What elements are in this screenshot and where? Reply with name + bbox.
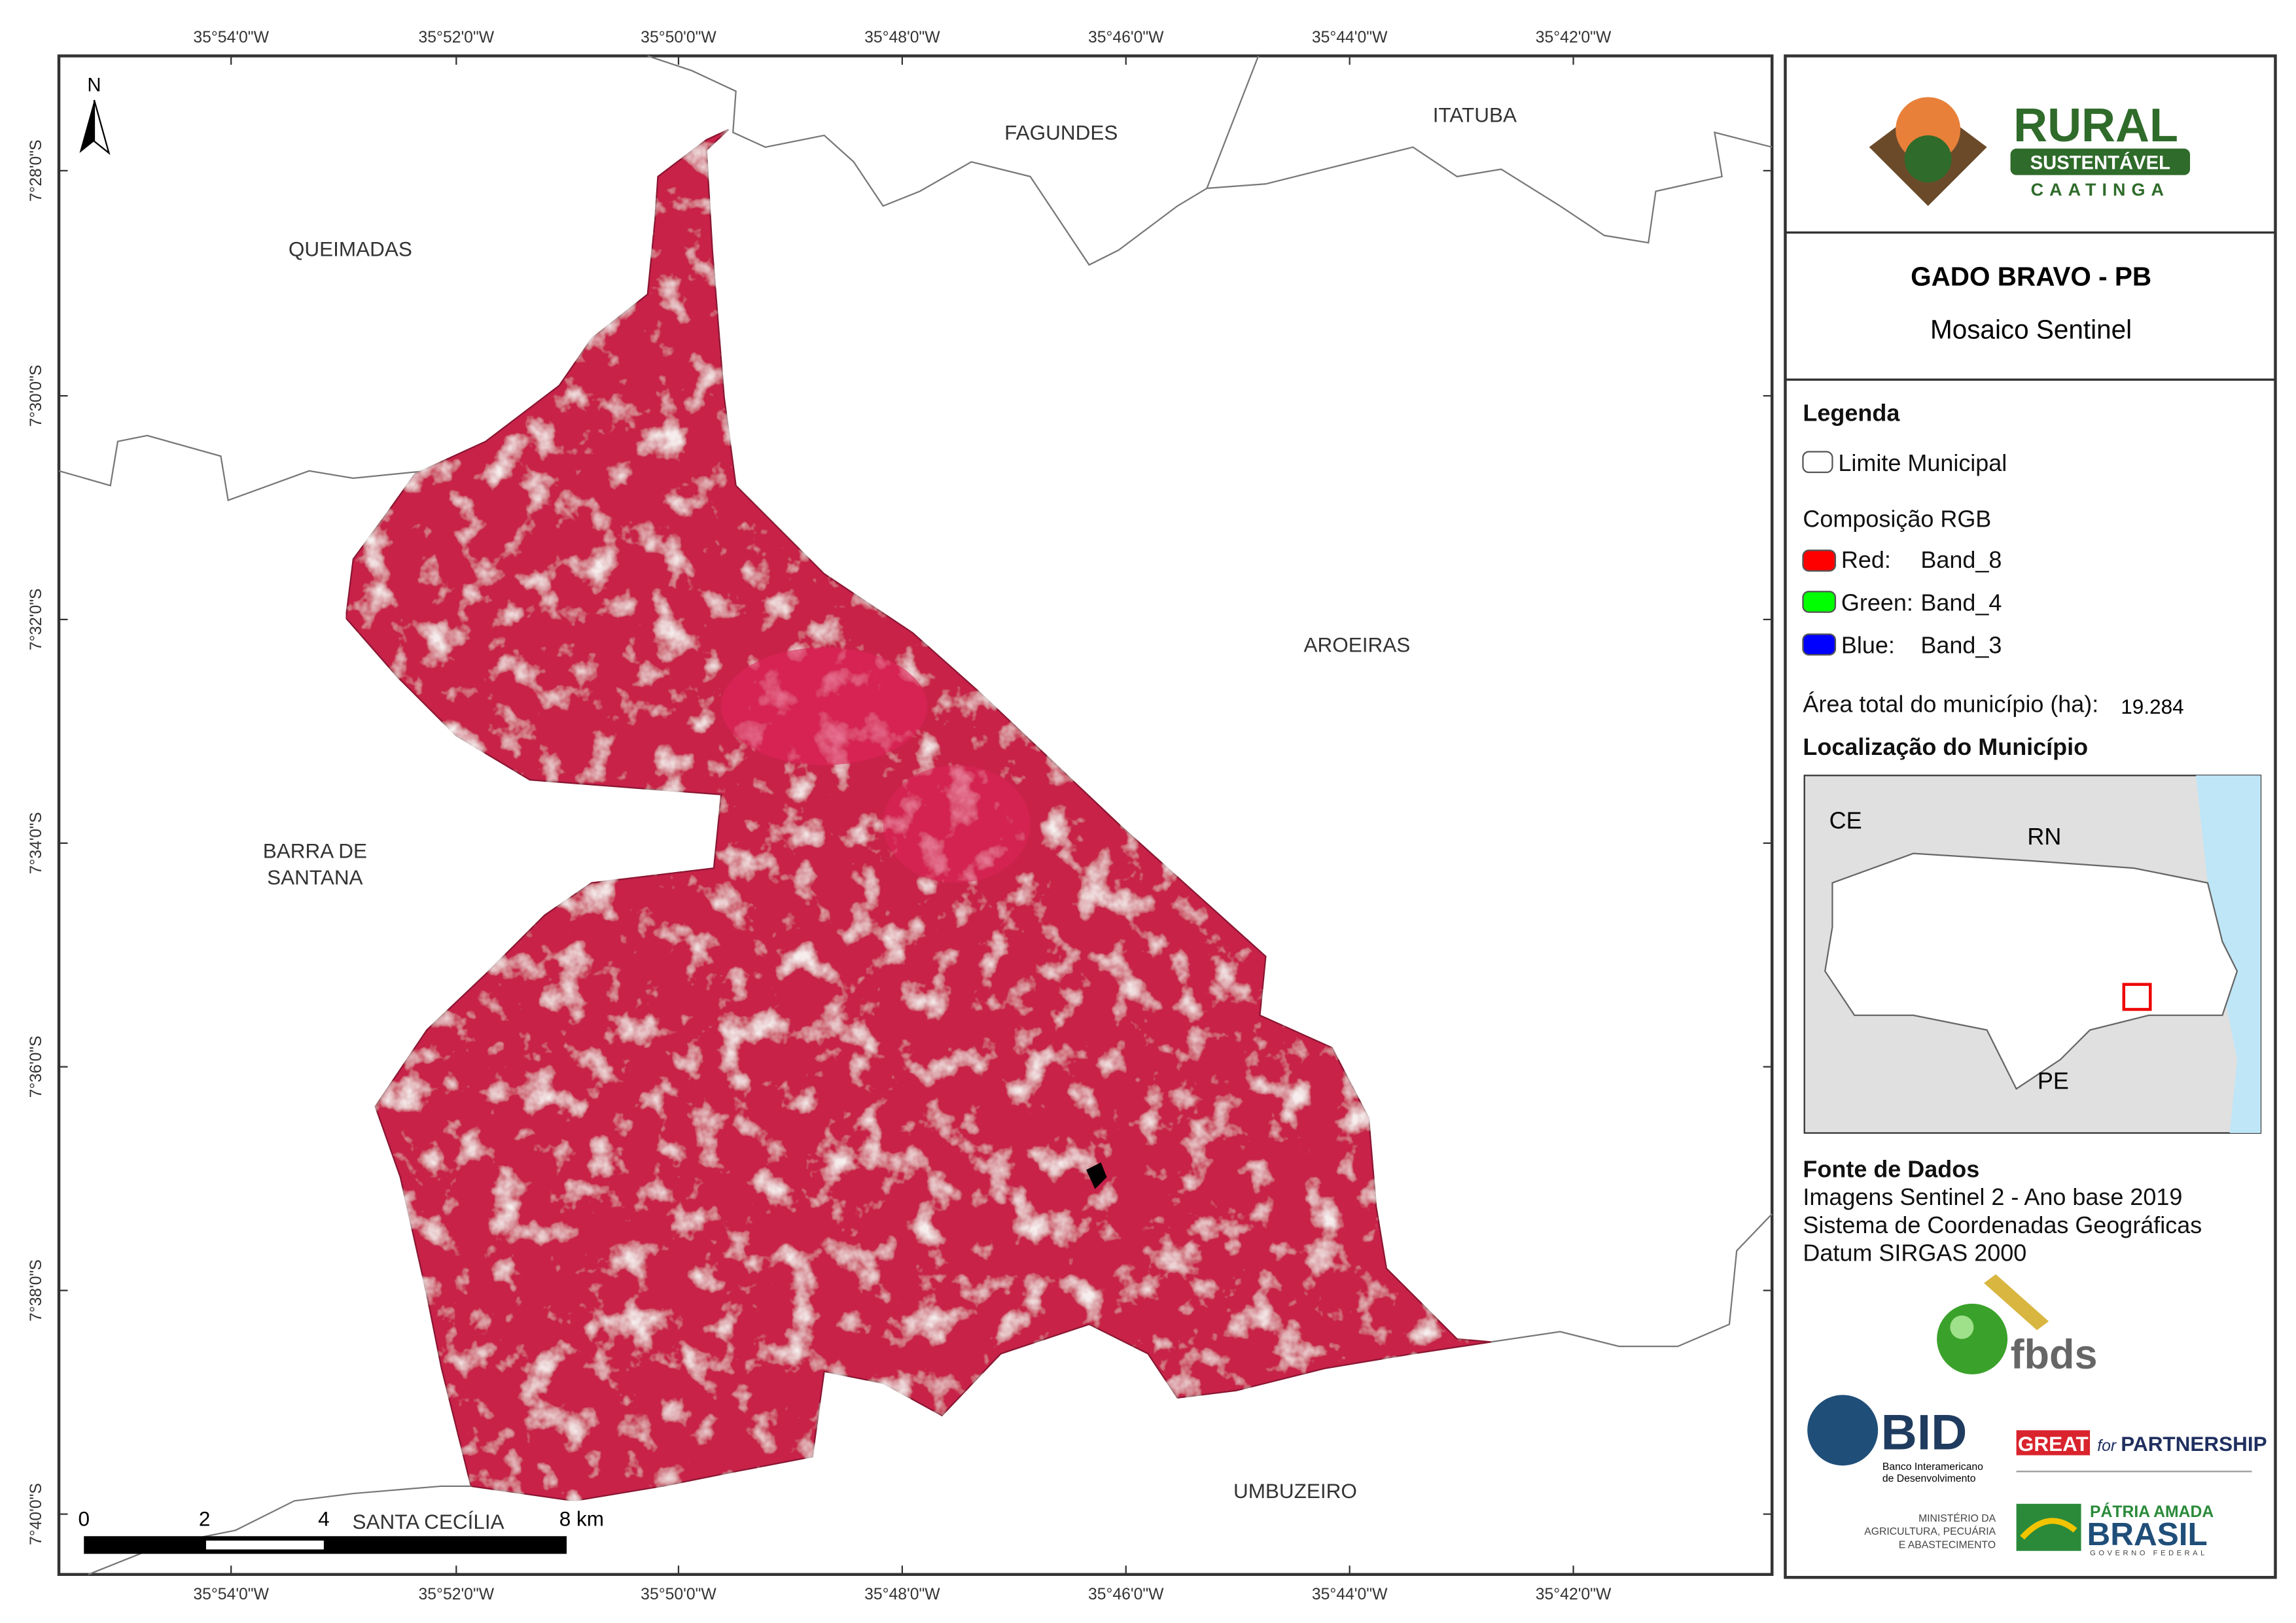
place-label: UMBUZEIRO <box>1233 1479 1357 1503</box>
source-line: Imagens Sentinel 2 - Ano base 2019 <box>1803 1183 2182 1210</box>
longitude-label: 35°52'0"W <box>419 29 495 46</box>
logo-text: fbds <box>2011 1332 2098 1378</box>
longitude-label: 35°46'0"W <box>1088 1586 1164 1603</box>
location-inset: CE RN PE <box>1803 775 2262 1134</box>
band-channel: Blue: <box>1841 632 1895 659</box>
scale-label: 2 <box>199 1507 211 1531</box>
logo-text: BRASIL <box>2087 1516 2208 1552</box>
legend-swatch <box>1802 451 1833 474</box>
place-label: BARRA DE <box>263 839 367 862</box>
longitude-label: 35°48'0"W <box>864 29 940 46</box>
legend-swatch <box>1802 550 1837 572</box>
project-logo: RURAL SUSTENTÁVEL CAATINGA <box>1869 97 2191 206</box>
longitude-label: 35°42'0"W <box>1536 1586 1612 1603</box>
logo-text: for <box>2097 1437 2117 1455</box>
logo-text: SUSTENTÁVEL <box>2030 152 2170 174</box>
place-label: FAGUNDES <box>1004 121 1118 145</box>
place-label: SANTA CECÍLIA <box>353 1510 504 1533</box>
source-line: Sistema de Coordenadas Geográficas <box>1803 1212 2202 1238</box>
logo-text: GREAT <box>2018 1432 2089 1456</box>
band-channel: Green: <box>1841 589 1913 616</box>
inset-label: CE <box>1829 807 1862 833</box>
scale-label: 0 <box>78 1507 90 1531</box>
logo-text: MINISTÉRIO DA <box>1918 1512 1996 1524</box>
logo-text: PÁTRIA AMADA <box>2090 1503 2214 1521</box>
legend-heading: Legenda <box>1803 399 1900 426</box>
longitude-label: 35°50'0"W <box>641 1586 716 1603</box>
source-line: Datum SIRGAS 2000 <box>1803 1240 2026 1266</box>
inset-label: PE <box>2038 1067 2069 1094</box>
logo-text: Banco Interamericano <box>1882 1461 1983 1473</box>
latitude-label: 7°36'0"S <box>27 1036 45 1098</box>
legend-subheading: Composição RGB <box>1803 505 1991 532</box>
great-logo: GREAT for PARTNERSHIP <box>2016 1430 2267 1473</box>
latitude-label: 7°40'0"S <box>27 1483 45 1545</box>
dense-vegetation <box>721 647 928 765</box>
area-value: 19.284 <box>2121 695 2183 718</box>
latitude-label: 7°38'0"S <box>27 1259 45 1321</box>
north-arrow: N <box>79 75 111 155</box>
legend-swatch <box>1802 591 1837 613</box>
map-subtitle: Mosaico Sentinel <box>1930 314 2132 344</box>
ministry-logo: MINISTÉRIO DA AGRICULTURA, PECUÁRIA E AB… <box>1864 1503 2214 1557</box>
graticule-labels: 35°54'0"W 35°54'0"W 35°52'0"W 35°52'0"W 35°5… <box>27 29 1773 1603</box>
latitude-label: 7°34'0"S <box>27 812 45 874</box>
longitude-label: 35°44'0"W <box>1312 1586 1388 1603</box>
longitude-label: 35°46'0"W <box>1088 29 1164 46</box>
map-title: GADO BRAVO - PB <box>1911 261 2151 291</box>
logo-text: BID <box>1881 1405 1968 1461</box>
logo-text: de Desenvolvimento <box>1882 1473 1976 1484</box>
reservoir <box>1086 1162 1107 1189</box>
logo-text: AGRICULTURA, PECUÁRIA <box>1864 1525 1996 1537</box>
longitude-label: 35°54'0"W <box>193 29 269 46</box>
latitude-label: 7°28'0"S <box>27 139 45 201</box>
municipality-image <box>345 128 1491 1502</box>
logo-text: PARTNERSHIP <box>2121 1432 2267 1456</box>
longitude-label: 35°44'0"W <box>1312 29 1388 46</box>
fbds-logo: fbds <box>1937 1274 2098 1378</box>
place-label: SANTANA <box>267 865 362 889</box>
place-label: QUEIMADAS <box>289 237 412 260</box>
longitude-label: 35°48'0"W <box>864 1586 940 1603</box>
scale-label: 8 km <box>559 1507 604 1531</box>
longitude-label: 35°54'0"W <box>193 1586 269 1603</box>
legend-item: Limite Municipal <box>1838 449 2007 476</box>
municipal-boundaries <box>58 55 1773 1575</box>
legend-swatch <box>1802 633 1837 656</box>
band-name: Band_3 <box>1920 632 2002 659</box>
logo-text: CAATINGA <box>2031 180 2170 200</box>
dense-vegetation <box>883 765 1031 883</box>
logo-text: E ABASTECIMENTO <box>1899 1539 1996 1550</box>
latitude-label: 7°32'0"S <box>27 589 45 651</box>
place-label: AROEIRAS <box>1304 633 1411 656</box>
logo-text: RURAL <box>2013 99 2178 152</box>
area-label: Área total do município (ha): <box>1803 691 2098 718</box>
location-heading: Localização do Município <box>1803 733 2088 760</box>
band-channel: Red: <box>1841 546 1891 573</box>
scale-label: 4 <box>318 1507 330 1531</box>
bid-logo: BID Banco Interamericano de Desenvolvime… <box>1807 1395 1983 1484</box>
band-name: Band_4 <box>1920 589 2002 616</box>
scale-bar: 0 2 4 8 km <box>78 1507 604 1554</box>
longitude-label: 35°50'0"W <box>641 29 716 46</box>
sources-heading: Fonte de Dados <box>1803 1155 1979 1182</box>
longitude-label: 35°42'0"W <box>1536 29 1612 46</box>
latitude-label: 7°30'0"S <box>27 365 45 427</box>
band-name: Band_8 <box>1920 546 2002 573</box>
inset-label: RN <box>2027 823 2061 850</box>
longitude-label: 35°52'0"W <box>419 1586 495 1603</box>
logo-text: GOVERNO FEDERAL <box>2090 1550 2208 1558</box>
place-label: ITATUBA <box>1433 103 1517 127</box>
north-label: N <box>87 75 101 96</box>
